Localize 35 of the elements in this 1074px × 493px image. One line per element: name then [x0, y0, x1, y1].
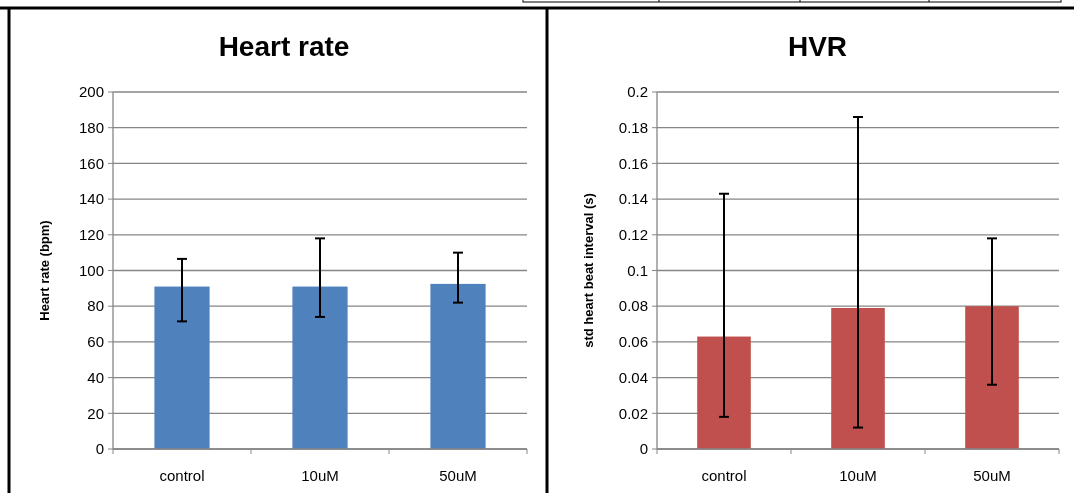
- x-tick-label: control: [701, 467, 747, 484]
- y-tick-label: 100: [78, 261, 104, 279]
- y-tick-label: 0.14: [618, 190, 648, 208]
- chart-title: HVR: [787, 31, 848, 62]
- y-tick-label: 0: [95, 440, 104, 458]
- y-tick-label: 0.02: [618, 404, 648, 422]
- bar: [831, 307, 885, 449]
- bar: [697, 336, 751, 449]
- y-tick-label: 0.12: [618, 226, 648, 244]
- bar: [965, 306, 1019, 449]
- y-tick-label: 120: [78, 226, 104, 244]
- x-tick-label: 10uM: [839, 467, 877, 484]
- y-tick-label: 140: [78, 190, 104, 208]
- chart-title: Heart rate: [218, 31, 350, 62]
- x-tick-label: control: [159, 467, 205, 484]
- y-tick-label: 60: [87, 333, 104, 351]
- y-tick-label: 180: [78, 118, 104, 136]
- y-tick-label: 80: [87, 297, 104, 315]
- y-tick-label: 0.08: [618, 297, 648, 315]
- y-tick-label: 0.1: [627, 261, 648, 279]
- x-tick-label: 50uM: [973, 467, 1011, 484]
- y-tick-label: 0.18: [618, 118, 648, 136]
- y-tick-label: 0.2: [627, 83, 648, 101]
- y-tick-label: 0: [639, 440, 648, 458]
- y-tick-label: 20: [87, 404, 104, 422]
- y-tick-label: 160: [78, 154, 104, 172]
- x-tick-label: 10uM: [301, 467, 339, 484]
- y-axis-title: Heart rate (bpm): [37, 220, 52, 321]
- x-tick-label: 50uM: [439, 467, 477, 484]
- y-tick-label: 0.04: [618, 368, 648, 386]
- y-tick-label: 0.16: [618, 154, 648, 172]
- y-axis-title: std heart beat interval (s): [581, 193, 596, 348]
- y-tick-label: 40: [87, 368, 104, 386]
- y-tick-label: 200: [78, 83, 104, 101]
- y-tick-label: 0.06: [618, 333, 648, 351]
